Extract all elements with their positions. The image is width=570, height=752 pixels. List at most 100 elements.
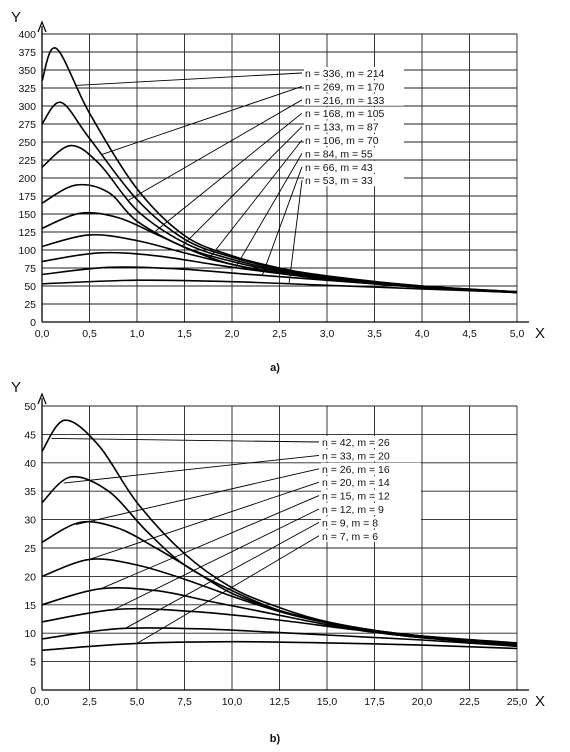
legend-leader-line xyxy=(87,481,320,561)
x-tick-label: 12,5 xyxy=(269,696,290,708)
legend-label-bg xyxy=(304,80,404,93)
legend-entry: n = 15, m = 12 xyxy=(322,491,390,503)
y-axis-label: Y xyxy=(11,379,21,396)
legend-leader-line xyxy=(155,112,303,232)
legend-entry: n = 66, m = 43 xyxy=(305,162,373,174)
legend-entry: n = 9, m = 8 xyxy=(322,517,378,529)
y-tick-label: 15 xyxy=(24,600,36,612)
panel-label: b) xyxy=(270,733,281,745)
x-tick-label: 4,5 xyxy=(462,328,477,340)
x-tick-label: 5,0 xyxy=(510,328,525,340)
legend-label-bg xyxy=(321,436,421,448)
x-axis-label: X xyxy=(535,693,545,710)
y-tick-label: 300 xyxy=(18,101,36,113)
legend-leader-line xyxy=(208,139,303,260)
legend-leader-line xyxy=(75,468,320,526)
series-line-7 xyxy=(41,627,518,648)
legend-entry: n = 53, m = 33 xyxy=(305,175,373,187)
legend-leader-line xyxy=(261,166,303,276)
x-tick-label: 22,5 xyxy=(459,696,480,708)
y-tick-label: 125 xyxy=(18,227,36,239)
y-tick-label: 25 xyxy=(24,543,36,555)
legend-entry: n = 26, m = 16 xyxy=(322,464,390,476)
legend-leader-line xyxy=(181,126,303,247)
legend-label-bg xyxy=(321,529,421,542)
legend-leader-line xyxy=(235,153,303,268)
y-tick-label: 200 xyxy=(18,173,36,185)
legend-leader-line xyxy=(100,495,320,590)
x-tick-label: 20,0 xyxy=(412,696,433,708)
x-tick-label: 1,5 xyxy=(177,328,192,340)
y-axis-arrow xyxy=(37,392,47,405)
legend-leader-line xyxy=(63,454,320,484)
x-tick-label: 3,0 xyxy=(320,328,335,340)
y-tick-label: 275 xyxy=(18,119,36,131)
legend-leader-line xyxy=(128,99,303,201)
legend-leader-line xyxy=(124,522,320,630)
x-tick-label: 7,5 xyxy=(177,696,192,708)
y-tick-label: 40 xyxy=(24,458,36,470)
legend-entry: n = 106, m = 70 xyxy=(305,135,379,147)
legend-label-bg xyxy=(304,107,404,120)
legend-label-bg xyxy=(321,449,421,462)
legend-entry: n = 269, m = 170 xyxy=(305,81,385,93)
legend-label-bg xyxy=(304,93,404,106)
x-tick-label: 2,5 xyxy=(272,328,287,340)
x-tick-label: 15,0 xyxy=(317,696,338,708)
x-tick-label: 5,0 xyxy=(130,696,145,708)
legend-entry: n = 7, m = 6 xyxy=(322,531,378,543)
legend-entry: n = 216, m = 133 xyxy=(305,95,385,107)
y-tick-label: 150 xyxy=(18,209,36,221)
y-tick-label: 225 xyxy=(18,155,36,167)
y-tick-label: 50 xyxy=(24,281,36,293)
legend-leader-line xyxy=(112,508,320,611)
legend-entry: n = 84, m = 55 xyxy=(305,148,373,160)
legend-label-bg xyxy=(321,516,421,529)
series-line-8 xyxy=(41,266,518,294)
legend-entry: n = 336, m = 214 xyxy=(305,68,385,80)
series-line-8 xyxy=(41,640,518,651)
y-tick-label: 5 xyxy=(30,657,36,669)
series-line-6 xyxy=(41,607,518,647)
x-tick-label: 3,5 xyxy=(367,328,382,340)
y-tick-label: 325 xyxy=(18,83,36,95)
legend-entry: n = 33, m = 20 xyxy=(322,450,390,462)
x-tick-label: 2,5 xyxy=(82,696,97,708)
legend-entry: n = 133, m = 87 xyxy=(305,122,379,134)
x-tick-label: 10,0 xyxy=(222,696,243,708)
legend-label-bg xyxy=(304,160,404,173)
y-tick-label: 25 xyxy=(24,299,36,311)
y-tick-label: 350 xyxy=(18,65,36,77)
y-tick-label: 0 xyxy=(30,685,36,697)
y-tick-label: 10 xyxy=(24,628,36,640)
x-tick-label: 2,0 xyxy=(225,328,240,340)
y-tick-label: 45 xyxy=(24,429,36,441)
legend-label-bg xyxy=(304,134,404,146)
legend-entry: n = 168, m = 105 xyxy=(305,108,385,120)
y-tick-label: 100 xyxy=(18,245,36,257)
x-tick-label: 4,0 xyxy=(415,328,430,340)
legend-leader-line xyxy=(136,535,320,644)
legend-leader-line xyxy=(288,180,303,284)
y-axis-arrow xyxy=(37,20,47,33)
chart-a: 0,0 0,5 1,0 1,5 2,0 2,5 3,0 3,5 4,0 4,5 5,0 0 25 50 75… xyxy=(11,9,545,374)
legend-label-bg xyxy=(321,462,421,475)
y-tick-label: 175 xyxy=(18,191,36,203)
y-tick-label: 75 xyxy=(24,263,36,275)
x-tick-label: 0,0 xyxy=(35,328,50,340)
legend-label-bg xyxy=(321,489,421,502)
legend-entry: n = 42, m = 26 xyxy=(322,437,390,449)
legend-leader-line xyxy=(51,437,320,443)
x-tick-label: 0,0 xyxy=(35,696,50,708)
y-tick-label: 20 xyxy=(24,571,36,583)
legend-entry: n = 12, m = 9 xyxy=(322,504,384,516)
legend-leader-line xyxy=(101,85,303,155)
x-tick-label: 25,0 xyxy=(507,696,528,708)
x-tick-label: 0,5 xyxy=(82,328,97,340)
legend-label-bg xyxy=(304,174,404,187)
y-tick-label: 30 xyxy=(24,515,36,527)
legend-label-bg xyxy=(304,147,404,160)
series-line-9 xyxy=(41,279,518,294)
